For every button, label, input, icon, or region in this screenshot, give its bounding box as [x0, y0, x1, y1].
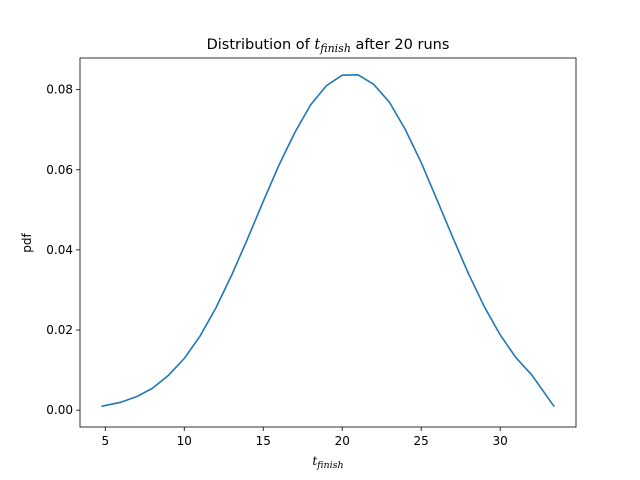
series-layer	[101, 74, 555, 407]
y-axis-label: pdf	[20, 233, 34, 253]
x-tick-label: 20	[335, 434, 350, 448]
y-tick-label: 0.08	[46, 83, 73, 97]
y-axis-ticks: 0.00 0.02 0.04 0.06 0.08	[46, 83, 80, 417]
chart-title: Distribution of tfinish after 20 runs	[207, 37, 450, 55]
plot-area	[80, 58, 576, 427]
x-tick-label: 15	[256, 434, 271, 448]
x-axis-label: tfinish	[312, 454, 343, 471]
y-tick-label: 0.00	[46, 403, 73, 417]
y-tick-label: 0.04	[46, 243, 73, 257]
x-tick-label: 5	[101, 434, 109, 448]
series-line-0	[101, 74, 555, 407]
x-tick-label: 30	[493, 434, 508, 448]
x-tick-label: 10	[177, 434, 192, 448]
x-tick-label: 25	[414, 434, 429, 448]
plot-frame	[79, 57, 577, 428]
y-tick-label: 0.02	[46, 323, 73, 337]
y-tick-label: 0.06	[46, 163, 73, 177]
x-axis-ticks: 5 10 15 20 25 30	[101, 427, 508, 448]
